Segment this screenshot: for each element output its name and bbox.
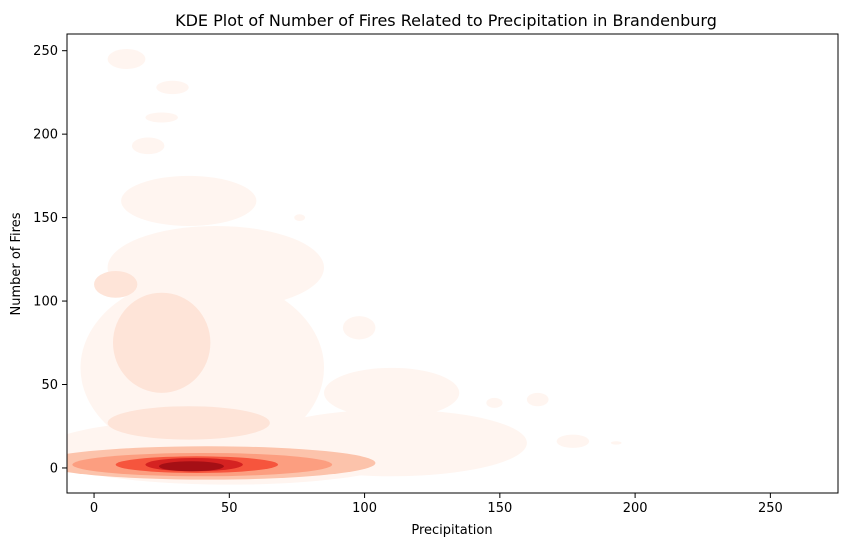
kde-contour-level-2-region-1 (112, 292, 211, 393)
kde-contour-level-1-region-8 (145, 112, 178, 123)
y-tick-label: 200 (33, 128, 58, 143)
x-axis-label: Precipitation (411, 523, 492, 538)
kde-contour-level-1-region-5 (324, 367, 460, 418)
kde-contour-level-1-region-11 (342, 316, 376, 340)
y-tick-label: 100 (33, 295, 58, 310)
x-tick-label: 100 (352, 501, 377, 516)
kde-contour-level-1-region-15 (610, 441, 622, 445)
x-tick-label: 0 (90, 501, 98, 516)
y-tick-label: 0 (50, 461, 58, 476)
kde-contour-level-1-region-7 (156, 80, 189, 95)
kde-contour-level-1-region-2 (107, 225, 324, 310)
kde-contour-level-1-region-13 (526, 392, 549, 407)
x-tick-label: 50 (221, 501, 238, 516)
kde-contour-level-1-region-12 (486, 397, 503, 408)
kde-contour-level-2-region-2 (94, 271, 138, 298)
chart-title: KDE Plot of Number of Fires Related to P… (175, 11, 717, 30)
kde-contour-level-1-region-3 (121, 175, 257, 226)
kde-contour-level-1-region-9 (131, 137, 165, 155)
kde-contour-level-1-region-16 (478, 434, 511, 452)
kde-contours (67, 49, 622, 485)
kde-contour-level-2-region-0 (107, 406, 270, 440)
x-axis: 0 50 100 150 200 250 (90, 493, 783, 516)
plot-area (67, 49, 622, 485)
x-tick-label: 200 (623, 501, 648, 516)
kde-contour-level-1-region-10 (294, 214, 306, 221)
x-tick-label: 150 (487, 501, 512, 516)
y-tick-label: 50 (41, 378, 58, 393)
y-tick-label: 250 (33, 44, 58, 59)
kde-contour-level-7-region-0 (158, 461, 224, 472)
x-tick-label: 250 (758, 501, 783, 516)
y-tick-label: 150 (33, 211, 58, 226)
plot-frame (66, 33, 839, 494)
y-axis-label: Number of Fires (9, 212, 24, 315)
kde-contour-level-1-region-6 (107, 49, 146, 70)
y-axis: 0 50 100 150 200 250 (33, 44, 67, 476)
kde-contour-level-1-region-14 (556, 434, 590, 448)
